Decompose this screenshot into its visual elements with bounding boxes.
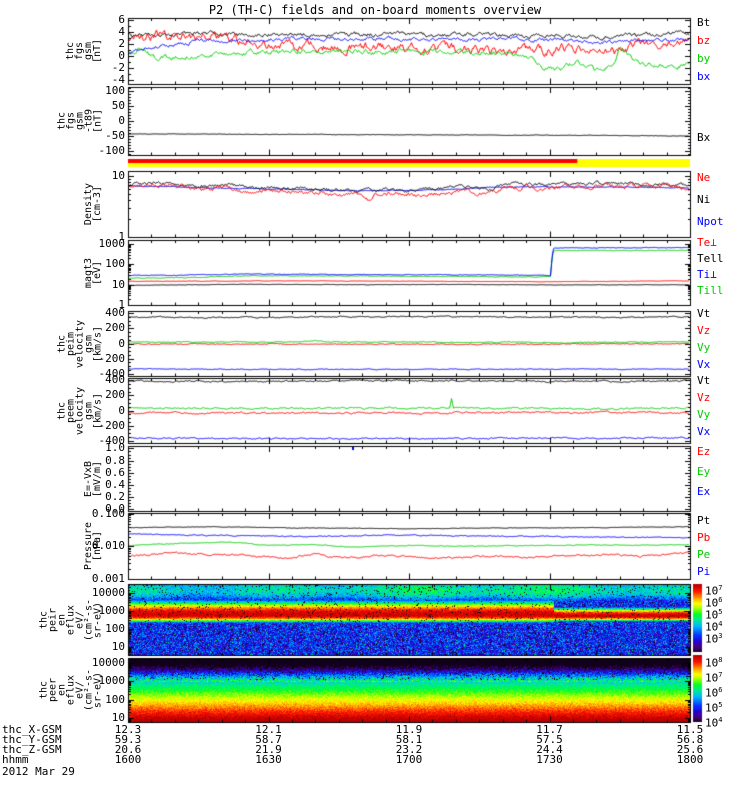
plot-title: P2 (TH-C) fields and on-board moments ov…	[208, 3, 542, 17]
